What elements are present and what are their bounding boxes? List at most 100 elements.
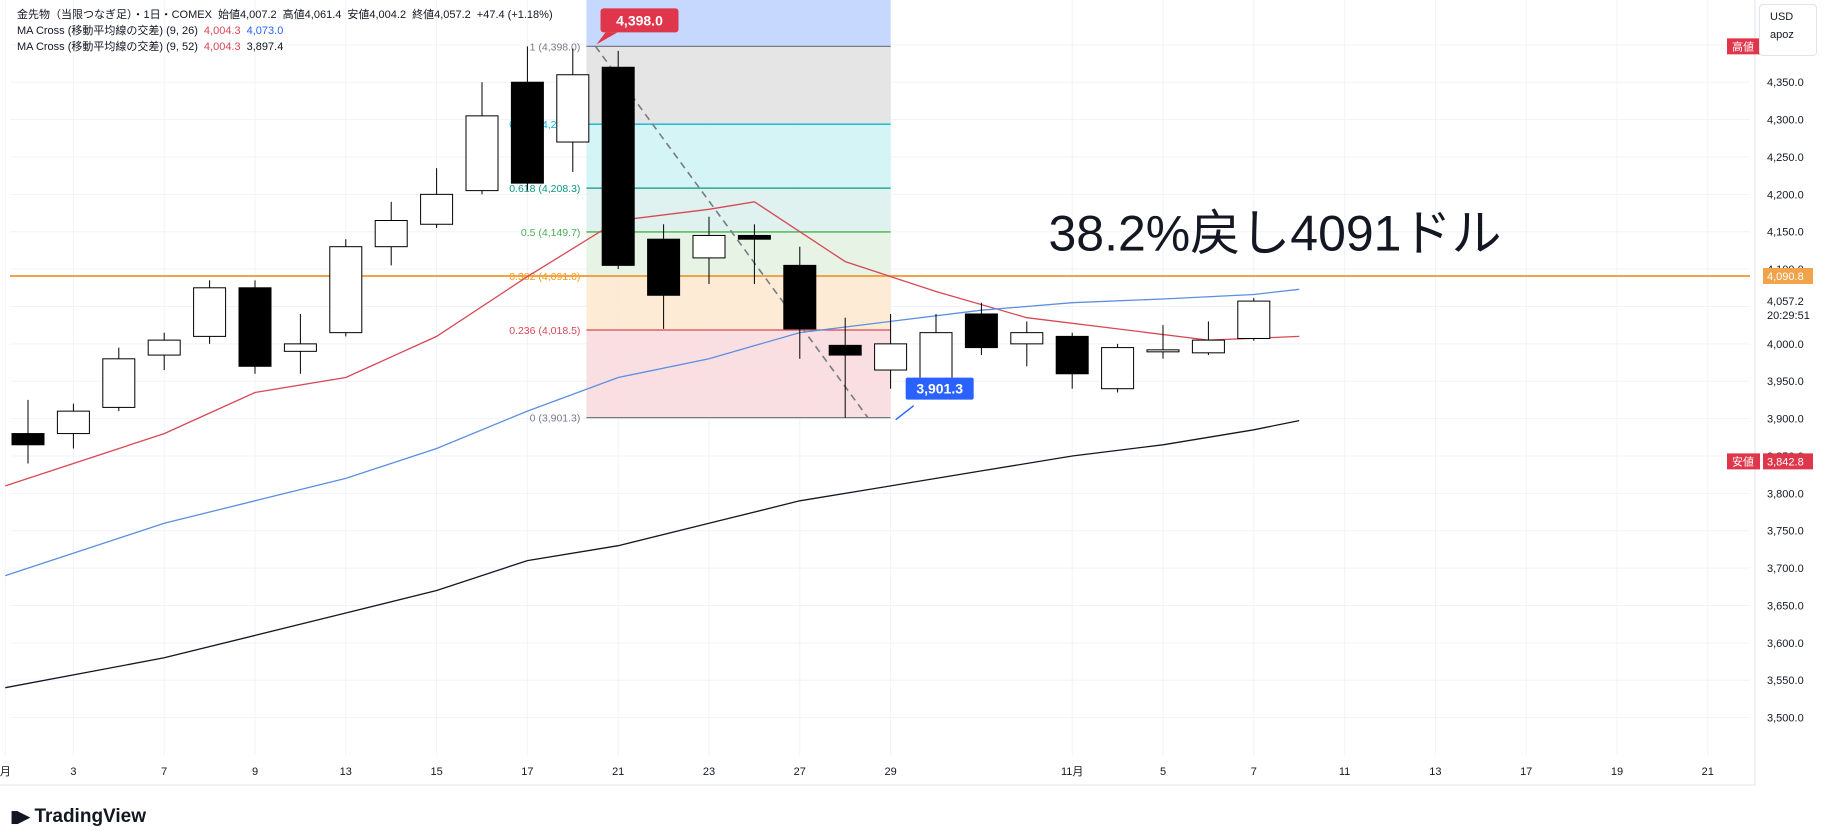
ma1-fast-value: 4,004.3 [203,25,241,37]
legend-ma2-row[interactable]: MA Cross (移動平均線の交差) (9, 52) 4,004.3 3,89… [17,39,553,55]
candle-body [193,287,227,337]
currency-user: apoz [1770,29,1794,41]
chart-legend: 金先物（当限つなぎ足）・1日・COMEX 始値 4,007.2 高値 4,061.4… [17,7,553,55]
price-axis-tick: 4,000.0 [1767,339,1804,351]
price-axis-tick: 3,600.0 [1767,638,1804,650]
candle [510,46,544,191]
high-label: 高値 [282,9,305,21]
chart-low-badge [905,377,974,400]
price-axis-tick: 4,250.0 [1767,152,1804,164]
time-axis-tick: 29 [884,766,896,778]
candle-body [1237,300,1271,339]
candle-body [102,358,136,408]
fib-label-0.5: 0.5 (4,149.7) [521,227,581,239]
candle [783,246,817,359]
swing-line [594,45,869,419]
time-axis-tick: 7 [1251,766,1257,778]
candle [874,313,908,389]
price-axis-tick: 3,550.0 [1767,675,1804,687]
candle [329,239,363,337]
price-axis-tick: 3,500.0 [1767,713,1804,725]
candle-body [874,343,908,371]
time-axis-tick: 21 [1702,766,1714,778]
candle-body [919,332,953,386]
ma2-fast-value: 4,004.3 [203,41,241,53]
candle [238,280,272,374]
axis-last-value: 4,057.2 [1767,296,1804,308]
candle-body [692,234,726,259]
legend-ma1-row[interactable]: MA Cross (移動平均線の交差) (9, 26) 4,004.3 4,07… [17,23,553,39]
tv-logo-text: TradingView [34,806,147,827]
legend-symbol-row: 金先物（当限つなぎ足）・1日・COMEX 始値 4,007.2 高値 4,061.4… [17,7,553,23]
axis-hline-value-bg [1763,267,1813,284]
candle [1101,343,1135,393]
candle [193,280,227,344]
time-axis-tick: 13 [1429,766,1441,778]
axis-low-value-bg [1763,453,1813,470]
ma1-name: MA Cross (移動平均線の交差) (9, 26) [17,25,198,37]
candle-body [510,81,544,184]
fib-label-0.618: 0.618 (4,208.3) [509,183,580,195]
chart-high-badge-pointer [596,32,618,45]
low-label: 安値 [347,9,370,21]
candle [1010,321,1044,367]
candle [828,317,862,418]
price-axis-tick: 4,150.0 [1767,227,1804,239]
fib-label-1: 1 (4,398.0) [530,41,581,53]
candle [1237,297,1271,341]
candle [601,50,635,270]
symbol-title[interactable]: 金先物（当限つなぎ足）・1日・COMEX [17,9,212,21]
candle [56,403,90,449]
chart-low-badge-text: 3,901.3 [916,381,963,397]
open-label: 始値 [217,9,240,21]
candle-body [11,433,45,446]
annotation-text: 38.2%戻し4091ドル [1048,205,1501,261]
price-axis-tick: 4,350.0 [1767,77,1804,89]
candle-body [556,74,590,143]
axis-high-label: 高値 [1732,39,1754,53]
price-axis-tick: 3,900.0 [1767,414,1804,426]
candle-body [283,343,317,352]
time-axis-tick: 23 [703,766,715,778]
candle [1146,325,1180,359]
axis-countdown: 20:29:51 [1767,310,1810,322]
candle-body [238,287,272,367]
time-axis-tick: 27 [794,766,806,778]
price-axis-tick: 4,200.0 [1767,189,1804,201]
axis-low-value: 3,842.8 [1767,456,1804,468]
candle-body [647,238,681,296]
candle [11,399,45,464]
price-axis-tick: 3,950.0 [1767,376,1804,388]
candle-body [1055,335,1089,375]
time-axis-tick: 3 [70,766,76,778]
ma2-slow-value: 3,897.4 [246,41,284,53]
time-axis-tick: 5 [1160,766,1166,778]
time-axis-tick: 11 [1339,766,1350,778]
tradingview-logo[interactable]: ▮▶ TradingView [10,806,146,828]
candle-body [783,264,817,330]
candle [102,347,136,412]
candle-body [601,66,635,266]
fib-label-0.236: 0.236 (4,018.5) [509,325,580,337]
candle [1055,332,1089,389]
candle-body [737,234,771,240]
price-axis-tick: 3,700.0 [1767,563,1804,575]
candle-body [964,313,998,349]
candle [556,48,590,172]
ma2-name: MA Cross (移動平均線の交差) (9, 52) [17,41,198,53]
fib-zone-1 [586,46,891,125]
price-axis-tick: 3,750.0 [1767,526,1804,538]
currency-code: USD [1770,11,1794,23]
time-axis-tick: 13 [340,766,352,778]
time-axis-tick: 17 [1520,766,1532,778]
currency-button[interactable]: USD apoz [1759,4,1817,56]
chart-low-badge-pointer [895,405,915,421]
candle [692,216,726,285]
series-ma-9 [5,201,1300,487]
candle-body [147,339,181,356]
time-axis-tick: 9 [252,766,258,778]
close-label: 終値 [412,9,435,21]
price-axis-tick: 4,300.0 [1767,115,1804,127]
candle-body [374,220,408,248]
